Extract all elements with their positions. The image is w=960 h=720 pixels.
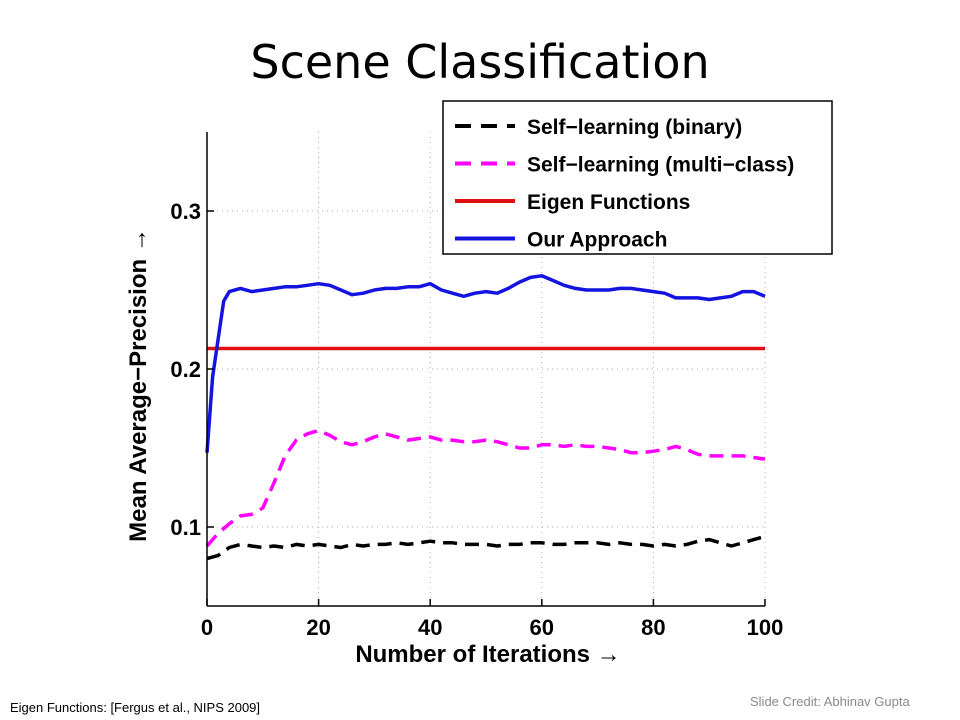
x-tick-label: 100 bbox=[747, 615, 784, 640]
series-line-4 bbox=[205, 274, 766, 453]
y-tick-label: 0.3 bbox=[170, 199, 201, 224]
x-tick-label: 40 bbox=[418, 615, 442, 640]
x-tick-label: 0 bbox=[201, 615, 213, 640]
y-tick-label: 0.1 bbox=[170, 515, 201, 540]
legend-label-3: Eigen Functions bbox=[527, 191, 690, 214]
x-tick-label: 20 bbox=[306, 615, 330, 640]
axes bbox=[206, 132, 766, 607]
slide-title: Scene Classification bbox=[250, 35, 710, 89]
x-tick-label: 80 bbox=[641, 615, 665, 640]
footnote: Eigen Functions: [Fergus et al., NIPS 20… bbox=[10, 700, 261, 715]
y-axis-label: Mean Average−Precision → bbox=[125, 228, 152, 542]
tick-labels: 0 20 40 60 80 100 0.1 0.2 0.3 bbox=[170, 199, 783, 640]
y-tick-label: 0.2 bbox=[170, 357, 201, 382]
legend-label-4: Our Approach bbox=[527, 229, 667, 252]
x-axis-label: Number of Iterations → bbox=[355, 641, 620, 668]
series-line-2 bbox=[205, 428, 766, 548]
legend-label-1: Self−learning (binary) bbox=[527, 116, 742, 139]
slide-credit: Slide Credit: Abhinav Gupta bbox=[750, 694, 910, 709]
legend: Self−learning (binary) Self−learning (mul… bbox=[442, 100, 833, 255]
legend-label-2: Self−learning (multi−class) bbox=[527, 154, 794, 177]
series-line-1 bbox=[206, 534, 766, 561]
plot-lines bbox=[205, 274, 766, 561]
x-tick-label: 60 bbox=[530, 615, 554, 640]
